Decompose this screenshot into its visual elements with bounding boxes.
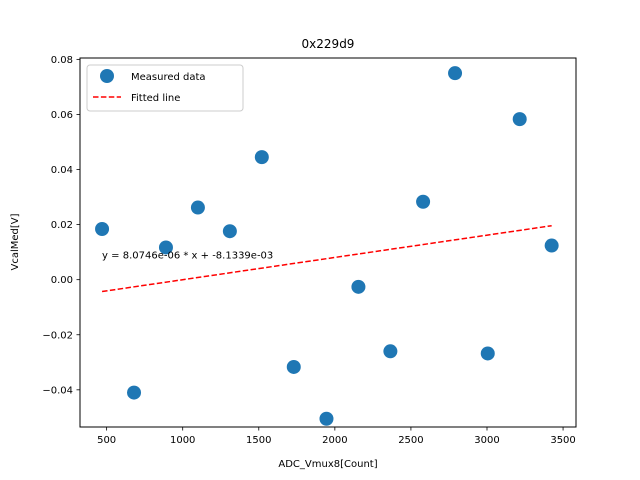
y-tick-label-4: 0.04 <box>51 165 73 176</box>
x-tick-label-3000: 3000 <box>474 435 499 446</box>
x-tick-label-1000: 1000 <box>170 435 195 446</box>
legend-label-measured-data: Measured data <box>131 72 206 83</box>
data-point-3 <box>158 240 173 255</box>
data-point-15 <box>544 238 559 253</box>
legend-label-fitted-line: Fitted line <box>131 93 180 104</box>
plot-frame <box>79 57 577 428</box>
data-point-7 <box>286 359 301 374</box>
data-point-2 <box>127 385 142 400</box>
legend-marker-measured-data <box>100 69 114 83</box>
y-tick-label-3: 0.02 <box>51 220 73 231</box>
x-tick-label-2500: 2500 <box>398 435 423 446</box>
x-axis-label: ADC_Vmux8[Count] <box>278 459 377 470</box>
legend: Measured data Fitted line <box>86 64 244 112</box>
y-tick-label-1: −0.02 <box>42 330 73 341</box>
data-point-9 <box>351 279 366 294</box>
y-tick-label-5: 0.06 <box>51 110 73 121</box>
data-point-4 <box>190 200 205 215</box>
fitted-line <box>101 224 552 293</box>
data-point-12 <box>448 66 463 81</box>
x-tick-label-2000: 2000 <box>322 435 347 446</box>
chart-title: 0x229d9 <box>302 37 355 51</box>
data-point-6 <box>254 150 269 165</box>
x-tick-label-1500: 1500 <box>246 435 271 446</box>
data-point-5 <box>222 224 237 239</box>
data-point-10 <box>383 344 398 359</box>
y-axis-label: VcalMed[V] <box>10 213 21 270</box>
y-tick-label-6: 0.08 <box>51 55 73 66</box>
x-tick-label-500: 500 <box>97 435 116 446</box>
axis-ticks: 500 1000 1500 2000 2500 3000 3500 −0.04 −0.02 0.0… <box>42 55 575 446</box>
data-point-13 <box>480 346 495 361</box>
data-point-14 <box>512 112 527 127</box>
y-tick-label-2: 0.00 <box>51 275 73 286</box>
plot-area <box>95 66 559 426</box>
data-point-1 <box>95 222 110 237</box>
data-point-11 <box>416 194 431 209</box>
fit-equation-annotation: y = 8.0746e-06 * x + -8.1339e-03 <box>102 250 273 261</box>
legend-box <box>86 64 244 112</box>
y-tick-label-0: −0.04 <box>42 385 73 396</box>
data-point-8 <box>319 411 334 426</box>
x-tick-label-3500: 3500 <box>550 435 575 446</box>
